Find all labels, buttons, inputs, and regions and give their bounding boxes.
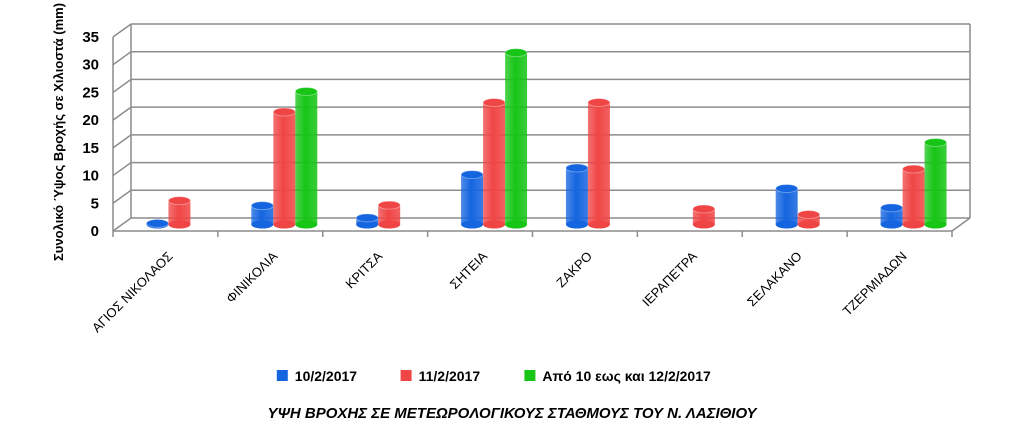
y-tick-label: 5	[91, 195, 99, 212]
plot-area	[112, 23, 971, 232]
legend-entry: 11/2/2017	[400, 368, 481, 384]
gridline-side	[112, 134, 132, 149]
bar	[355, 213, 379, 229]
y-tick-label: 25	[82, 84, 99, 101]
legend-entry: Από 10 εως και 12/2/2017	[524, 368, 711, 384]
category-label: ΙΕΡΑΠΕΤΡΑ	[639, 248, 700, 309]
category-label: ΤΖΕΡΜΙΑΔΩΝ	[840, 249, 910, 319]
bars	[145, 48, 948, 229]
y-tick-label: 35	[82, 29, 99, 46]
gridline-side	[112, 23, 132, 38]
gridline-side	[112, 78, 132, 94]
category-label: ΚΡΙΤΣΑ	[342, 248, 385, 291]
legend-swatch	[400, 370, 412, 381]
floor-edge	[951, 217, 971, 232]
chart-title: ΥΨΗ ΒΡΟΧΗΣ ΣΕ ΜΕΤΕΩΡΟΛΟΓΙΚΟΥΣ ΣΤΑΘΜΟΥΣ Τ…	[267, 405, 758, 422]
bar	[797, 210, 821, 229]
bar	[250, 201, 274, 229]
legend-label: 10/2/2017	[295, 368, 357, 384]
bar	[460, 170, 484, 229]
legend-entry: 10/2/2017	[276, 368, 357, 384]
bar	[924, 137, 948, 229]
category-label: ΖΑΚΡΟ	[553, 249, 595, 291]
bar	[504, 48, 528, 229]
gridline-side	[112, 161, 132, 177]
gridline-side	[112, 106, 132, 121]
legend-swatch	[276, 370, 288, 381]
legend-label: 11/2/2017	[419, 368, 481, 384]
y-tick-label: 10	[82, 168, 99, 185]
y-tick-label: 15	[82, 140, 99, 157]
bar	[377, 200, 401, 229]
category-label: ΣΗΤΕΙΑ	[447, 248, 491, 292]
bar	[775, 183, 799, 229]
y-axis-label: Συνολικό Ύψος Βροχής σε Χιλιοστά (mm)	[51, 3, 66, 261]
x-axis: ΑΓΙΟΣ ΝΙΚΟΛΑΟΣ ΦΙΝΙΚΟΛΙΑ ΚΡΙΤΣΑ ΣΗΤΕΙΑ ΖΑΚΡΟ…	[89, 231, 953, 336]
bar	[145, 218, 169, 229]
category-label: ΣΕΛΑΚΑΝΟ	[744, 249, 805, 310]
gridline-side	[112, 189, 132, 204]
bar	[482, 98, 506, 229]
bar	[294, 86, 318, 229]
bar	[880, 203, 904, 229]
y-axis: 0 5 10 15 20 25 30 35	[82, 29, 99, 240]
bar	[902, 164, 926, 229]
legend-swatch	[524, 370, 536, 381]
bar	[272, 107, 296, 229]
bar	[167, 196, 191, 229]
category-label: ΦΙΝΙΚΟΛΙΑ	[223, 248, 281, 306]
legend: 10/2/2017 11/2/2017 Από 10 εως και 12/2/20…	[276, 368, 711, 384]
bar	[587, 98, 611, 229]
bar	[692, 204, 716, 229]
gridline-side	[112, 217, 132, 232]
gridline-side	[112, 51, 132, 66]
legend-label: Από 10 εως και 12/2/2017	[542, 368, 711, 384]
y-tick-label: 0	[91, 223, 99, 240]
y-tick-label: 30	[82, 57, 99, 74]
category-label: ΑΓΙΟΣ ΝΙΚΟΛΑΟΣ	[89, 249, 176, 336]
y-tick-label: 20	[82, 112, 99, 129]
bar	[565, 163, 589, 229]
